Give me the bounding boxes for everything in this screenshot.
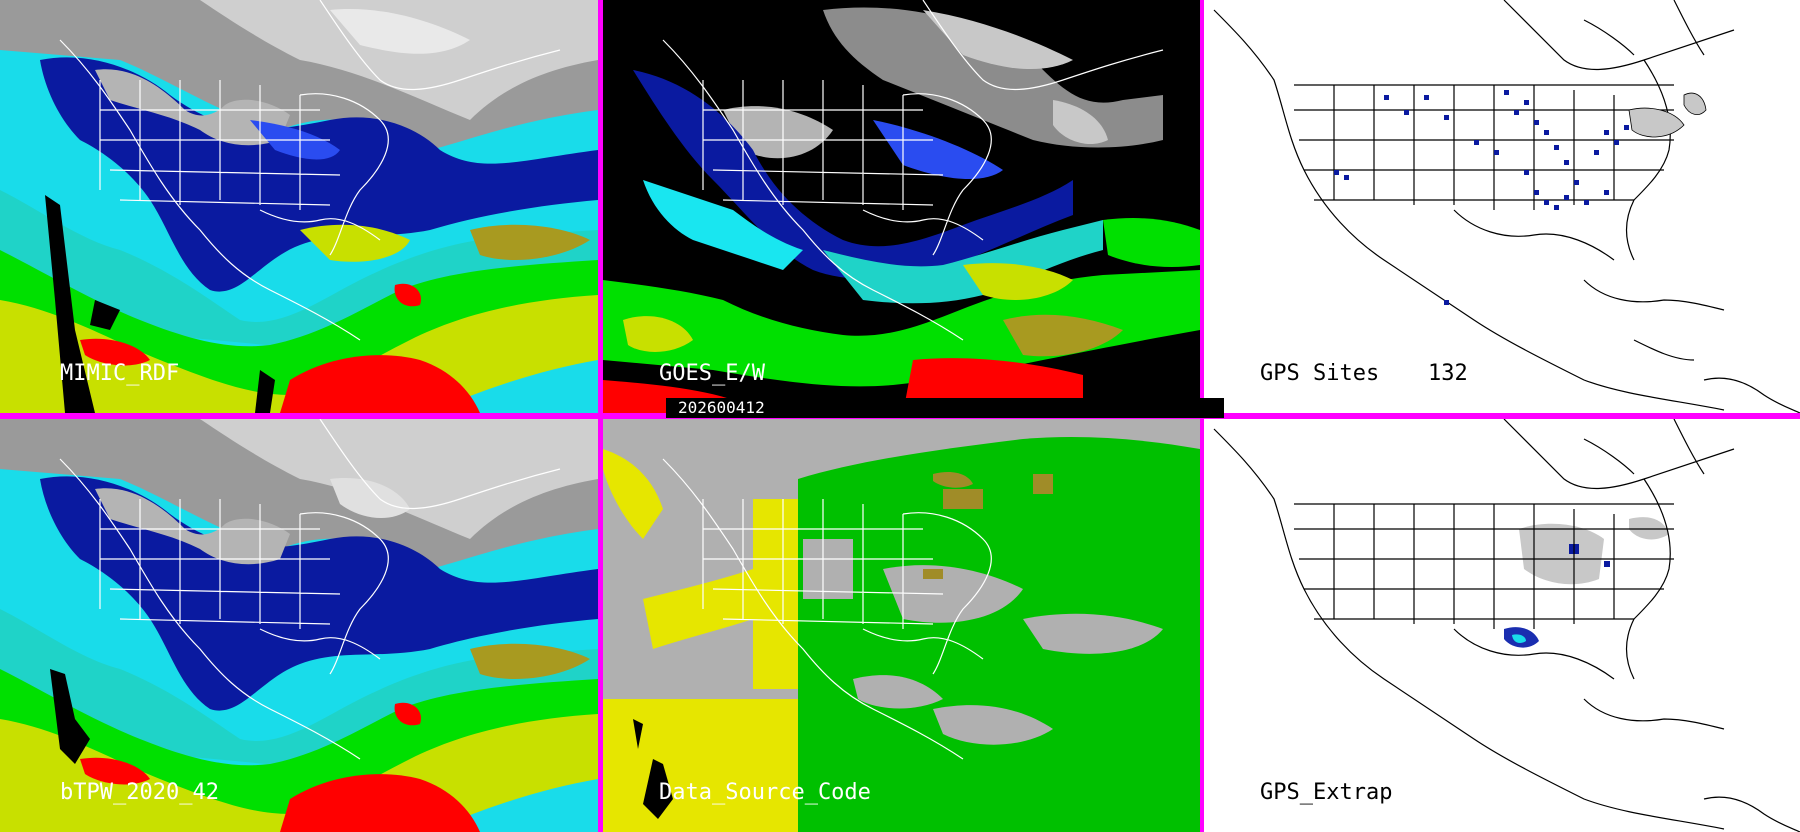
panel-label: MIMIC_RDF <box>60 361 180 386</box>
timestamp-bar: 202600412 <box>666 398 1224 418</box>
tpw-map-goes <box>603 0 1200 413</box>
data-source-map <box>603 437 1200 832</box>
panel-data-source-code: Data_Source_Code <box>603 419 1200 832</box>
panel-goes-ew: GOES_E/W <box>603 0 1200 413</box>
panel-btpw: bTPW_2020_42 <box>0 419 598 832</box>
panel-label: GPS_Extrap <box>1260 780 1393 805</box>
panel-gps-extrap: GPS_Extrap <box>1204 419 1800 832</box>
gps-sites-map <box>1213 0 1800 413</box>
panel-mimic-rdf: MIMIC_RDF <box>0 0 598 413</box>
panel-label: bTPW_2020_42 <box>60 780 219 805</box>
timestamp-text: 202600412 <box>678 398 765 417</box>
tpw-map-mimic <box>0 0 598 413</box>
tpw-map-btpw <box>0 419 598 832</box>
panel-gps-sites: GPS Sites 132 <box>1204 0 1800 413</box>
panel-label: GOES_E/W <box>659 361 765 386</box>
gps-site-count: 132 <box>1428 361 1468 386</box>
gps-site-markers <box>1334 90 1629 305</box>
panel-label: GPS Sites <box>1260 361 1380 386</box>
panel-label: Data_Source_Code <box>659 780 871 805</box>
gps-extrap-map <box>1213 419 1800 832</box>
